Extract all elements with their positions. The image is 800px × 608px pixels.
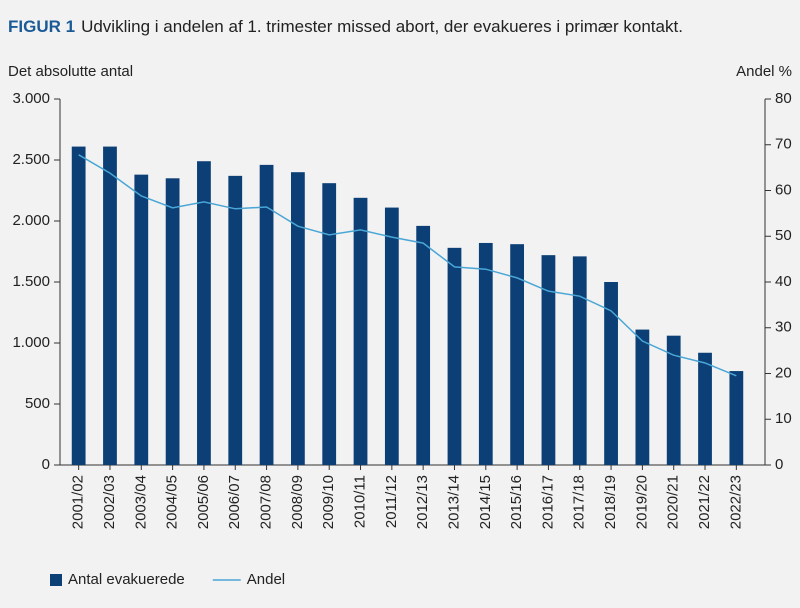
yticks-label: 500 [25, 395, 50, 412]
x-tick-label: 2008/09 [289, 475, 306, 529]
x-tick-label: 2004/05 [164, 475, 181, 529]
x-tick-label: 2007/08 [258, 475, 275, 529]
bar [197, 161, 211, 465]
x-tick-label: 2018/19 [602, 475, 619, 529]
title-text: Udvikling i andelen af 1. trimester miss… [81, 17, 683, 36]
bar [447, 247, 462, 465]
bar [698, 352, 712, 465]
y2ticks-label: 20 [775, 364, 792, 381]
bar [604, 282, 618, 465]
x-tick-label: 2017/18 [571, 475, 588, 529]
y2ticks-label: 30 [775, 319, 792, 336]
x-tick-label: 2019/20 [633, 475, 650, 529]
x-tick-label: 2005/06 [195, 475, 212, 529]
bar [416, 225, 431, 465]
y2-axis-label: Andel % [736, 63, 792, 80]
y2ticks-label: 50 [775, 227, 792, 244]
y2ticks-label: 40 [775, 273, 792, 290]
bar [290, 172, 305, 465]
x-tick-label: 2002/03 [101, 475, 118, 529]
x-tick-label: 2014/15 [477, 475, 494, 529]
x-tick-label: 2013/14 [445, 475, 462, 529]
x-tick-label: 2022/23 [727, 475, 744, 529]
bar [729, 371, 744, 465]
bar [165, 178, 180, 466]
x-tick-label: 2016/17 [539, 475, 556, 529]
x-tick-label: 2020/21 [665, 475, 682, 529]
yticks-label: 2.500 [12, 151, 50, 168]
bar [134, 174, 149, 465]
x-tick-label: 2011/12 [383, 475, 400, 528]
y-axis-label: Det absolutte antal [8, 63, 133, 80]
bar [353, 197, 368, 465]
y2ticks-label: 80 [775, 90, 792, 107]
bar [384, 207, 399, 465]
yticks-label: 0 [42, 456, 50, 473]
bar [259, 164, 274, 465]
x-tick-label: 2012/13 [414, 475, 431, 529]
bar [478, 242, 493, 465]
legend-label: Andel [247, 571, 285, 588]
line [78, 154, 737, 377]
x-tick-label: 2015/16 [508, 475, 525, 529]
bar [666, 335, 681, 465]
yticks-label: 2.000 [12, 212, 50, 229]
yticks-label: 3.000 [12, 90, 50, 107]
y2ticks-label: 60 [775, 181, 792, 198]
bar [635, 329, 650, 465]
bar [572, 256, 587, 465]
x-tick-label: 2021/22 [696, 475, 713, 529]
bar [510, 244, 525, 465]
x-tick-label: 2003/04 [132, 475, 149, 529]
yticks-label: 1.500 [12, 273, 50, 290]
legend-label: Antal evakuerede [68, 571, 185, 588]
x-tick-label: 2001/02 [70, 475, 87, 529]
bar [228, 175, 243, 466]
yticks-label: 1.000 [12, 334, 50, 351]
bar [71, 146, 86, 465]
legend-swatch [50, 574, 62, 586]
bar [103, 146, 117, 465]
bar [322, 183, 337, 465]
y2ticks-label: 0 [775, 456, 783, 473]
x-tick-label: 2009/10 [320, 475, 337, 529]
y2ticks-label: 10 [775, 410, 792, 427]
y2ticks-label: 70 [775, 136, 792, 153]
figure-label: FIGUR 1 [8, 17, 75, 36]
bar [541, 255, 556, 465]
chart-title: FIGUR 1 Udvikling i andelen af 1. trimest… [8, 17, 683, 36]
x-tick-label: 2006/07 [226, 475, 243, 529]
x-tick-label: 2010/11 [351, 475, 368, 528]
